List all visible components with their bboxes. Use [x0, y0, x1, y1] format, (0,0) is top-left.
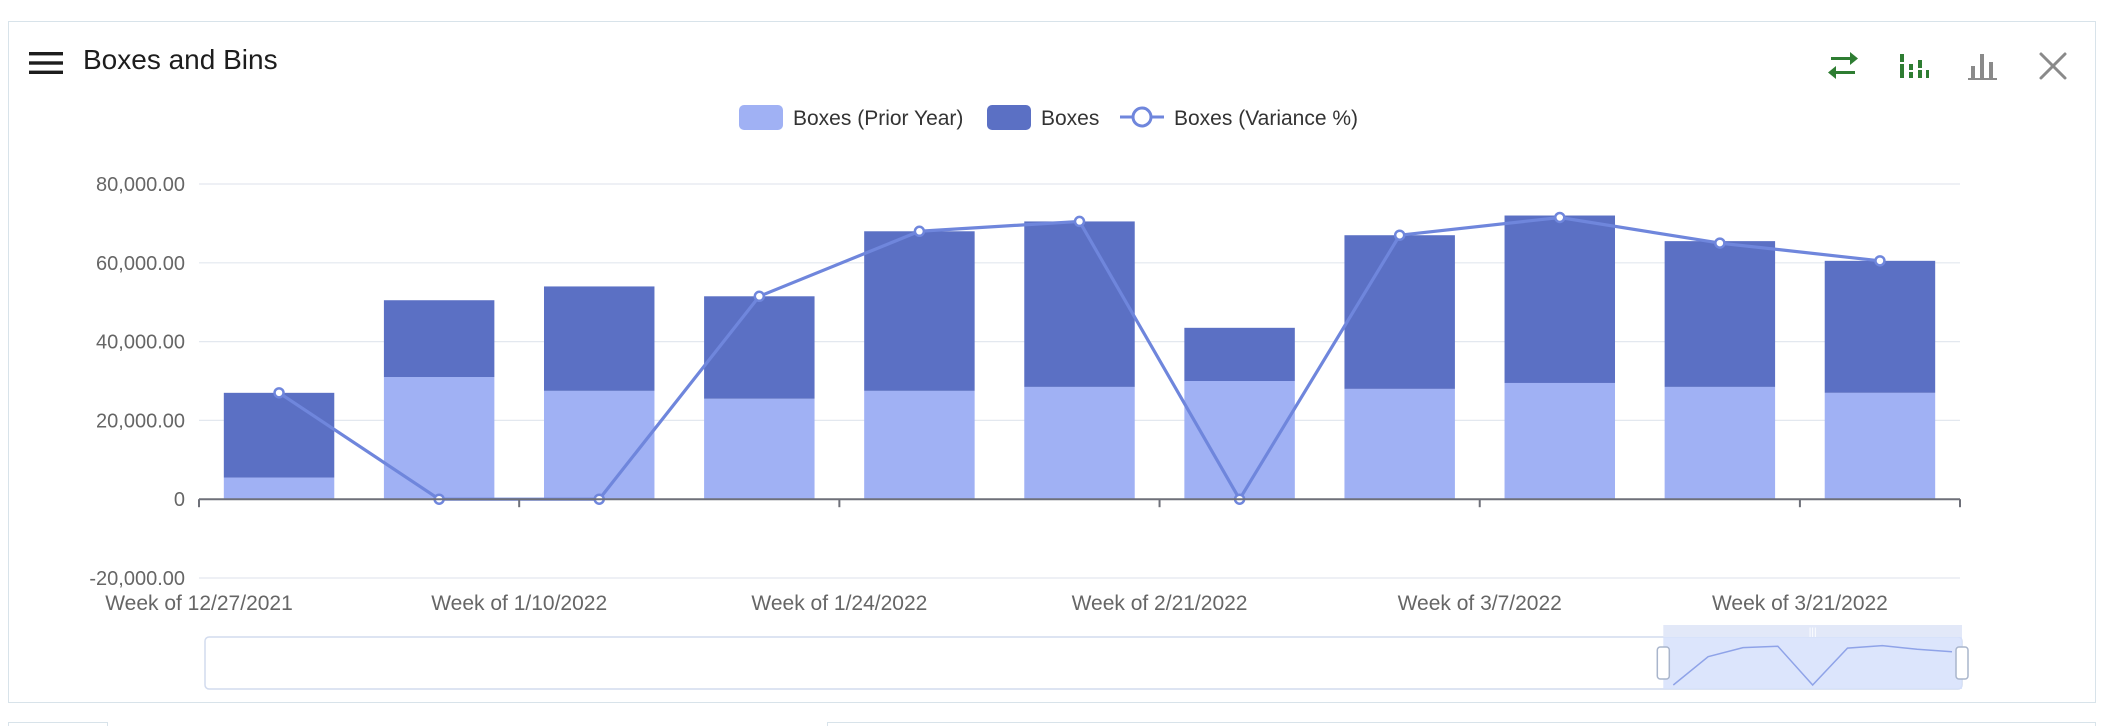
legend-marker-variance[interactable] — [1131, 106, 1153, 128]
stacked-bar-icon[interactable] — [1893, 46, 1933, 86]
bar-boxes[interactable] — [704, 296, 815, 399]
chart-header: Boxes and Bins — [9, 22, 2095, 98]
x-tick-label: Week of 1/10/2022 — [431, 592, 607, 615]
adjacent-panel-edge-right — [827, 722, 2096, 726]
line-point-variance[interactable] — [1554, 211, 1566, 224]
chart-axes: -20,000.00 0 20,000.00 40,000.00 60,000.00 80… — [89, 174, 1961, 615]
bar-boxes[interactable] — [1184, 327, 1295, 381]
bar-boxes[interactable] — [383, 300, 495, 378]
chart-legend: Boxes (Prior Year) Boxes Boxes (Variance… — [739, 105, 1358, 130]
x-tick-label: Week of 3/21/2022 — [1712, 592, 1888, 615]
bar-boxes[interactable] — [1664, 241, 1776, 387]
bar-boxes[interactable] — [864, 231, 975, 391]
datazoom-preview-line — [1672, 644, 1953, 687]
bar-prior-year[interactable] — [1024, 386, 1135, 500]
y-tick-label: 40,000.00 — [96, 332, 185, 354]
line-point-variance[interactable] — [1714, 237, 1726, 249]
line-point-variance[interactable] — [913, 225, 926, 238]
y-tick-label: 0 — [174, 489, 185, 511]
datazoom-left-handle[interactable] — [1656, 646, 1671, 680]
x-tick-label: Week of 2/21/2022 — [1072, 592, 1248, 615]
bar-boxes[interactable] — [1024, 221, 1135, 387]
menu-icon[interactable] — [29, 50, 63, 76]
bar-prior-year[interactable] — [383, 377, 495, 500]
bar-chart-icon[interactable] — [1963, 46, 2003, 86]
bar-boxes[interactable] — [543, 286, 655, 391]
datazoom-window[interactable] — [1663, 637, 1962, 689]
datazoom-right-handle[interactable] — [1955, 646, 1969, 680]
adjacent-panel-edge-left — [8, 722, 108, 726]
bar-prior-year[interactable] — [1344, 388, 1455, 500]
y-tick-label: 20,000.00 — [96, 410, 185, 432]
datazoom-grip-icon: ||| — [1809, 627, 1817, 638]
x-tick-label: Week of 3/7/2022 — [1398, 592, 1562, 615]
y-tick-label: 60,000.00 — [96, 253, 185, 275]
legend-swatch-boxes[interactable] — [987, 105, 1031, 130]
bar-prior-year[interactable] — [1184, 381, 1295, 500]
line-point-variance[interactable] — [1393, 229, 1406, 241]
line-point-variance[interactable] — [1874, 255, 1886, 267]
legend-swatch-prior-year[interactable] — [739, 105, 783, 130]
bar-prior-year[interactable] — [543, 390, 655, 500]
chart-title: Boxes and Bins — [83, 44, 278, 75]
bar-boxes[interactable] — [1824, 260, 1936, 393]
y-tick-label: -20,000.00 — [89, 568, 185, 590]
x-tick-label: Week of 1/24/2022 — [751, 592, 927, 615]
swap-arrows-icon[interactable] — [1823, 46, 1863, 86]
datazoom-slider[interactable]: ||| — [204, 625, 1969, 690]
datazoom-move-handle[interactable] — [1663, 625, 1962, 637]
close-icon[interactable] — [2033, 46, 2073, 86]
x-tick-label: Week of 12/27/2021 — [105, 592, 293, 615]
bar-prior-year[interactable] — [223, 477, 335, 500]
bar-boxes[interactable] — [1504, 215, 1616, 383]
bar-prior-year[interactable] — [1664, 386, 1776, 500]
bar-boxes[interactable] — [1344, 235, 1455, 389]
bar-prior-year[interactable] — [704, 398, 815, 500]
line-point-variance[interactable] — [753, 290, 766, 303]
line-point-variance[interactable] — [1073, 215, 1086, 228]
y-tick-label: 80,000.00 — [96, 174, 185, 196]
bar-prior-year[interactable] — [1504, 382, 1616, 500]
bar-prior-year[interactable] — [1824, 392, 1936, 500]
line-point-variance[interactable] — [273, 387, 285, 399]
chart-bars — [223, 215, 1936, 500]
legend-label-prior-year[interactable]: Boxes (Prior Year) — [793, 107, 963, 130]
legend-label-boxes[interactable]: Boxes — [1041, 107, 1099, 130]
legend-label-variance[interactable]: Boxes (Variance %) — [1174, 107, 1358, 130]
bar-boxes[interactable] — [223, 392, 335, 478]
bar-prior-year[interactable] — [864, 390, 975, 500]
